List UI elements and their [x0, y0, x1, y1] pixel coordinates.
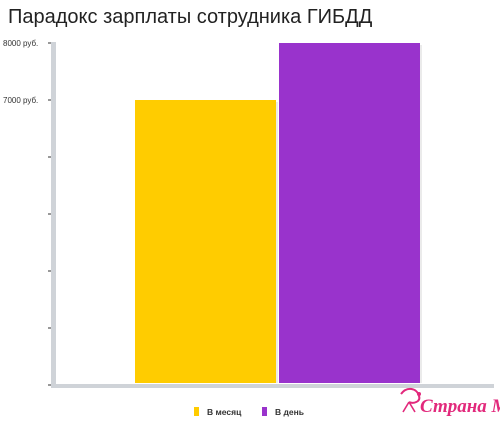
watermark: Страна Мам: [400, 388, 500, 417]
stork-logo: [400, 388, 421, 413]
watermark-text: Страна Мам: [420, 396, 500, 417]
bar-per-month: [135, 100, 276, 383]
bars: [135, 43, 422, 383]
legend-swatch: [194, 407, 199, 416]
bar-per-day: [279, 43, 420, 383]
legend: В месяц В день: [194, 407, 304, 417]
legend-swatch: [262, 407, 267, 416]
x-axis-line: [51, 384, 494, 388]
legend-label: В день: [275, 407, 304, 417]
y-tick-label: 7000 руб.: [3, 96, 38, 105]
legend-label: В месяц: [207, 407, 242, 417]
chart-title: Парадокс зарплаты сотрудника ГИБДД: [8, 6, 373, 28]
y-tick-label: 8000 руб.: [3, 39, 38, 48]
axes: [51, 42, 494, 388]
y-ticks: 8000 руб. 7000 руб.: [3, 39, 51, 386]
y-axis-line: [51, 42, 56, 387]
